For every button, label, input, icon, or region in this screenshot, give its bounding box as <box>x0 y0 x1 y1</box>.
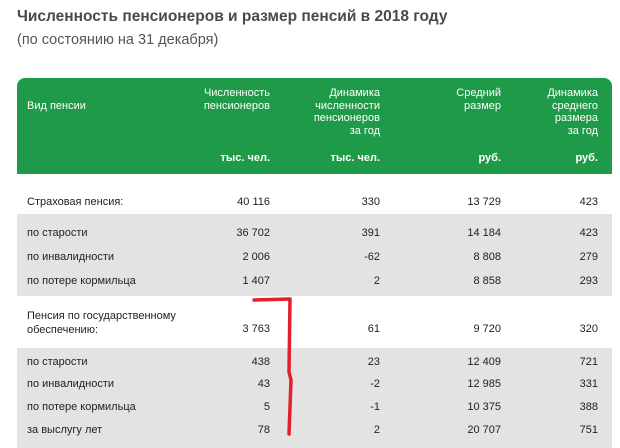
band-state-details <box>17 348 612 448</box>
cell-count-change: -62 <box>364 251 380 263</box>
page-subtitle: (по состоянию на 31 декабря) <box>17 32 219 48</box>
row-label: по старости <box>27 227 88 239</box>
cell-average-change: 721 <box>579 356 598 368</box>
header-pension-type: Вид пенсии <box>27 100 86 112</box>
cell-count: 1 407 <box>242 275 270 287</box>
cell-count: 2 006 <box>242 251 270 263</box>
row-label: за выслугу лет <box>27 424 103 436</box>
header-average-size: Средний размер <box>456 87 501 112</box>
pension-table: Вид пенсии Численность пенсионеров Динам… <box>17 78 612 448</box>
unit-count: тыс. чел. <box>220 152 270 164</box>
cell-count: 36 702 <box>236 227 270 239</box>
cell-average-change: 279 <box>579 251 598 263</box>
unit-average: руб. <box>478 152 501 164</box>
cell-average: 10 375 <box>467 401 501 413</box>
cell-count-change: 61 <box>367 323 380 335</box>
cell-average-change: 423 <box>579 227 598 239</box>
cell-average: 13 729 <box>467 196 501 208</box>
cell-count: 43 <box>257 378 270 390</box>
cell-average-change: 423 <box>579 196 598 208</box>
band-insurance-details <box>17 214 612 296</box>
band-state-total <box>17 296 612 348</box>
cell-average: 8 858 <box>473 275 501 287</box>
cell-average: 14 184 <box>467 227 501 239</box>
row-label: по инвалидности <box>27 378 115 390</box>
header-count-change: Динамика численности пенсионеров за год <box>313 87 380 137</box>
table-header: Вид пенсии Численность пенсионеров Динам… <box>17 78 612 174</box>
table-row: Страховая пенсия: 40 116 330 13 729 423 <box>17 193 612 213</box>
table-row: по старости 36 702 391 14 184 423 <box>17 224 612 244</box>
cell-average: 9 720 <box>473 323 501 335</box>
cell-count: 438 <box>251 356 270 368</box>
row-label: Пенсия по государственному обеспечению: <box>27 310 176 336</box>
cell-count-change: 2 <box>373 275 380 287</box>
row-label: по потере кормильца <box>27 275 136 287</box>
cell-average-change: 388 <box>579 401 598 413</box>
table-row: по потере кормильца 5 -1 10 375 388 <box>17 398 612 418</box>
unit-average-change: руб. <box>575 152 598 164</box>
table-row: за выслугу лет 78 2 20 707 751 <box>17 421 612 441</box>
cell-count-change: 2 <box>373 424 380 436</box>
cell-count: 3 763 <box>242 323 270 335</box>
cell-count-change: 23 <box>367 356 380 368</box>
table-row: по старости 438 23 12 409 721 <box>17 353 612 373</box>
row-label: по старости <box>27 356 88 368</box>
cell-average: 12 409 <box>467 356 501 368</box>
header-pensioner-count: Численность пенсионеров <box>203 87 270 112</box>
cell-average: 12 985 <box>467 378 501 390</box>
cell-count: 78 <box>257 424 270 436</box>
cell-average-change: 320 <box>579 323 598 335</box>
cell-average-change: 331 <box>579 378 598 390</box>
header-average-change: Динамика среднего размера за год <box>547 87 598 137</box>
table-row: по потере кормильца 1 407 2 8 858 293 <box>17 272 612 292</box>
cell-average-change: 293 <box>579 275 598 287</box>
cell-count-change: -1 <box>370 401 380 413</box>
cell-count-change: 391 <box>361 227 380 239</box>
cell-average: 20 707 <box>467 424 501 436</box>
cell-count-change: 330 <box>361 196 380 208</box>
table-row: по инвалидности 2 006 -62 8 808 279 <box>17 248 612 268</box>
row-label: по инвалидности <box>27 251 115 263</box>
band-insurance-total <box>17 174 612 214</box>
page-title: Численность пенсионеров и размер пенсий … <box>17 8 448 25</box>
row-label: по потере кормильца <box>27 401 136 413</box>
row-label: Страховая пенсия: <box>27 196 124 208</box>
cell-count: 5 <box>263 401 270 413</box>
table-row: по инвалидности 43 -2 12 985 331 <box>17 375 612 395</box>
cell-average-change: 751 <box>579 424 598 436</box>
unit-count-change: тыс. чел. <box>330 152 380 164</box>
cell-count-change: -2 <box>370 378 380 390</box>
cell-count: 40 116 <box>237 196 270 208</box>
table-row: Пенсия по государственному обеспечению: … <box>17 309 612 339</box>
cell-average: 8 808 <box>473 251 501 263</box>
